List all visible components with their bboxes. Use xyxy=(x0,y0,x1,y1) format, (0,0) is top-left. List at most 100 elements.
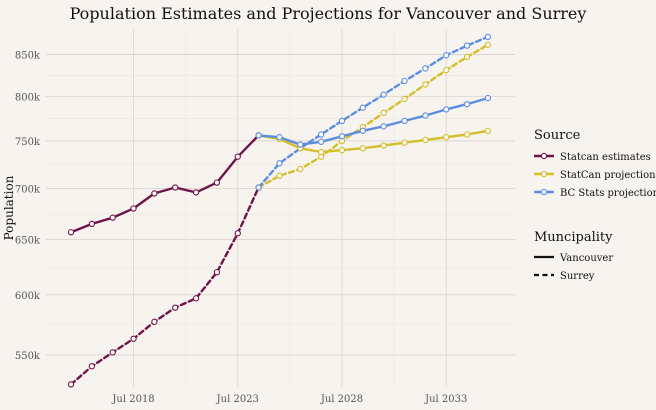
data-point xyxy=(422,81,429,88)
series-statcan_proj-surrey xyxy=(255,41,492,191)
series-line xyxy=(257,129,490,154)
data-point xyxy=(338,117,346,125)
plot-area: 550k 600k 650k 700k 750k 800k 850k Jul 2018 Jul … xyxy=(15,29,515,405)
data-point xyxy=(401,95,408,103)
data-point xyxy=(422,136,429,144)
data-point xyxy=(151,318,158,325)
data-point xyxy=(255,132,262,139)
data-point xyxy=(359,104,366,111)
data-point xyxy=(172,184,179,191)
data-point xyxy=(130,335,137,342)
data-point xyxy=(172,304,179,311)
data-point xyxy=(109,349,116,356)
data-point xyxy=(380,123,387,130)
legend-item-bc_proj: BC Stats projections xyxy=(534,188,656,199)
legend: Source Statcan estimates StatCan projectio… xyxy=(534,128,656,282)
data-point xyxy=(463,100,471,108)
series-statcan_est-vancouver xyxy=(67,132,262,236)
legend-item-surrey: Surrey xyxy=(534,271,595,282)
x-tick-label: Jul 2023 xyxy=(216,394,259,405)
y-axis-label: Population xyxy=(2,175,16,240)
chart-title: Population Estimates and Projections for… xyxy=(70,4,587,23)
legend-municipality-title: Muncipality xyxy=(534,230,613,245)
data-point xyxy=(213,269,221,276)
data-point xyxy=(88,220,96,228)
series-line xyxy=(257,35,490,189)
data-point xyxy=(192,189,200,196)
data-point xyxy=(276,172,283,179)
series-bc_proj-vancouver xyxy=(255,94,492,148)
data-point xyxy=(338,146,346,154)
data-point xyxy=(443,134,450,141)
legend-label: BC Stats projections xyxy=(560,188,656,199)
data-point xyxy=(380,109,387,117)
legend-item-vancouver: Vancouver xyxy=(534,253,613,264)
x-tick-label: Jul 2018 xyxy=(111,394,154,405)
data-point xyxy=(317,131,325,138)
data-point xyxy=(443,66,450,74)
series-line xyxy=(69,134,260,234)
y-tick-label: 550k xyxy=(15,351,41,362)
series-line xyxy=(69,186,260,386)
data-point xyxy=(401,77,408,85)
data-point xyxy=(443,106,450,113)
series-statcan_est-surrey xyxy=(67,184,262,388)
y-tick-label: 600k xyxy=(15,291,41,302)
y-tick-label: 650k xyxy=(15,236,41,247)
y-tick-label: 700k xyxy=(15,184,41,195)
legend-marker xyxy=(540,170,548,178)
data-point xyxy=(484,127,492,134)
plot-panel xyxy=(46,29,515,387)
data-point xyxy=(109,214,116,221)
legend-label: Vancouver xyxy=(559,253,613,264)
data-point xyxy=(234,153,241,160)
data-point xyxy=(422,112,429,119)
x-tick-label: Jul 2033 xyxy=(424,394,467,405)
legend-item-statcan_proj: StatCan projections xyxy=(534,170,656,181)
series-bc_proj-surrey xyxy=(255,33,492,191)
data-point xyxy=(463,42,471,49)
data-point xyxy=(317,138,325,145)
y-tick-label: 750k xyxy=(15,137,41,148)
data-point xyxy=(276,134,283,141)
data-point xyxy=(484,94,492,102)
data-point xyxy=(484,33,492,41)
series-line xyxy=(257,96,490,146)
data-point xyxy=(67,229,75,236)
legend-label: StatCan projections xyxy=(560,170,656,181)
data-point xyxy=(297,165,304,173)
data-point xyxy=(130,205,137,212)
y-tick-label: 850k xyxy=(15,51,41,62)
legend-label: Surrey xyxy=(560,271,595,282)
data-point xyxy=(151,190,158,197)
y-tick-label: 800k xyxy=(15,92,41,103)
x-tick-label: Jul 2028 xyxy=(320,394,363,405)
data-point xyxy=(463,131,471,138)
data-point xyxy=(255,184,262,191)
series-line xyxy=(257,43,490,189)
data-point xyxy=(359,127,366,134)
legend-item-statcan_est: Statcan estimates xyxy=(534,152,651,163)
data-point xyxy=(463,53,471,61)
data-point xyxy=(276,160,283,167)
data-point xyxy=(484,41,492,48)
legend-marker xyxy=(540,188,548,196)
data-point xyxy=(317,148,325,156)
data-point xyxy=(401,139,408,146)
data-point xyxy=(213,179,221,186)
data-point xyxy=(88,363,96,370)
legend-label: Statcan estimates xyxy=(560,152,651,163)
data-point xyxy=(234,230,241,237)
data-point xyxy=(338,133,346,140)
data-point xyxy=(422,65,429,72)
legend-marker xyxy=(540,152,548,160)
legend-source-title: Source xyxy=(534,128,581,143)
data-point xyxy=(192,295,200,302)
data-point xyxy=(380,91,387,98)
data-point xyxy=(380,142,387,149)
data-point xyxy=(359,145,366,152)
data-point xyxy=(67,381,75,388)
data-point xyxy=(297,141,304,148)
data-point xyxy=(443,52,450,59)
